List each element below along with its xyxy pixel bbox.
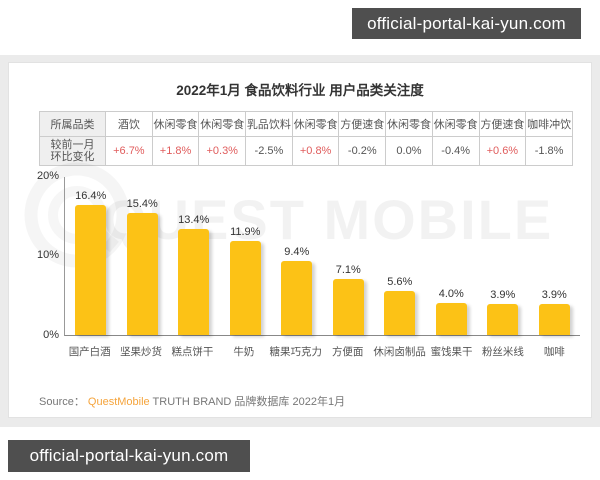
category-table-wrapper: 所属品类 酒饮 休闲零食 休闲零食 乳品饮料 休闲零食 方便速食 休闲零食 休闲零食 方便速食咖… (39, 111, 573, 166)
bar-group: 5.6% (374, 177, 426, 335)
x-axis-label: 方便面 (331, 346, 364, 358)
bar-group: 3.9% (529, 177, 581, 335)
report-card: 2022年1月 食品饮料行业 用户品类关注度 QUEST MOBILE 所属品类… (8, 62, 592, 418)
change-cell: -1.8% (525, 136, 573, 166)
change-cell: -2.5% (245, 136, 293, 166)
x-axis-label: 坚果炒货 (120, 346, 163, 358)
page-title: 2022年1月 食品饮料行业 用户品类关注度 (176, 83, 424, 98)
bar-group: 15.4% (117, 177, 169, 335)
bar-value-label: 3.9% (541, 289, 567, 302)
bar-value-label: 11.9% (230, 226, 261, 238)
category-cell: 乳品饮料 (245, 111, 293, 137)
bottom-domain-text: official-portal-kai-yun.com (29, 446, 229, 465)
bottom-domain-watermark: official-portal-kai-yun.com (8, 440, 250, 472)
bar-group: 16.4% (65, 177, 117, 335)
source-suffix: TRUTH BRAND 品牌数据库 2022年1月 (152, 396, 346, 408)
bar-value-label: 15.4% (126, 198, 158, 211)
bar (487, 304, 519, 335)
x-axis-label: 国产白酒 (68, 346, 111, 358)
bar-group: 13.4% (168, 177, 220, 335)
change-cell: +0.3% (198, 136, 247, 166)
table-row-change: 较前一月 环比变化 +6.7% +1.8% +0.3% -2.5% +0.8% -0.2%… (39, 136, 573, 166)
bar (229, 241, 261, 335)
category-cell: 休闲零食 (291, 111, 340, 137)
row-header-category: 所属品类 (39, 111, 106, 137)
change-cell: +0.8% (291, 136, 340, 166)
change-cell: +0.6% (478, 136, 527, 166)
change-cell: +1.8% (151, 136, 200, 166)
category-cell: 休闲零食 (431, 111, 480, 137)
bar-group: 3.9% (477, 177, 529, 335)
x-axis-label: 糕点饼干 (171, 346, 214, 358)
bar-value-label: 4.0% (438, 288, 464, 301)
x-axis-label: 牛奶 (233, 346, 255, 358)
change-cell: +6.7% (105, 136, 153, 166)
bar-group: 9.4% (271, 177, 323, 335)
row-header-change-line2: 环比变化 (50, 151, 95, 163)
category-table: 所属品类 酒饮 休闲零食 休闲零食 乳品饮料 休闲零食 方便速食 休闲零食 休闲零食 方便速食咖… (39, 111, 573, 166)
change-cell: 0.0% (385, 136, 433, 166)
row-header-change: 较前一月 环比变化 (39, 136, 106, 166)
bar (75, 205, 107, 335)
source-prefix: Source： (39, 396, 85, 408)
bar-value-label: 3.9% (490, 289, 516, 302)
category-cell: 方便速食 (338, 111, 387, 137)
bar-value-label: 5.6% (387, 275, 413, 288)
x-axis-label: 蜜饯果干 (430, 346, 473, 358)
x-axis-label: 咖啡 (543, 346, 565, 358)
category-cell: 酒饮 (105, 111, 153, 137)
bar-group: 4.0% (426, 177, 478, 335)
table-row-category: 所属品类 酒饮 休闲零食 休闲零食 乳品饮料 休闲零食 方便速食 休闲零食 休闲零食 方便速食咖… (39, 111, 573, 137)
category-cell: 方便速食 (478, 111, 527, 137)
bar-group: 11.9% (220, 177, 272, 335)
category-cell: 咖啡冲饮 (525, 111, 573, 137)
x-axis-label: 粉丝米线 (481, 346, 524, 358)
x-axis-labels: 国产白酒 坚果炒货 糕点饼干 牛奶 糖果巧克力 方便面 休闲卤制品 蜜饯果干 粉丝米线 咖啡 (64, 344, 580, 359)
ytick-20: 20% (36, 170, 59, 182)
bar (281, 260, 313, 335)
bar (435, 303, 467, 335)
bar (538, 304, 570, 335)
bar (384, 290, 416, 335)
bar-group: 7.1% (323, 177, 375, 335)
category-cell: 休闲零食 (151, 111, 200, 137)
source-line: Source： QuestMobile TRUTH BRAND 品牌数据库 20… (39, 393, 345, 409)
x-axis-label: 糖果巧克力 (269, 346, 323, 358)
bar (178, 229, 210, 335)
change-cell: -0.2% (338, 136, 387, 166)
category-cell: 休闲零食 (198, 111, 247, 137)
top-domain-text: official-portal-kai-yun.com (367, 13, 566, 33)
ytick-0: 0% (43, 329, 59, 341)
bar-value-label: 9.4% (284, 245, 310, 258)
bar-value-label: 13.4% (178, 214, 210, 227)
x-axis-label: 休闲卤制品 (373, 346, 426, 358)
questmobile-text-watermark: QUEST MOBILE (103, 188, 554, 251)
bar-value-label: 16.4% (75, 190, 107, 203)
ytick-10: 10% (36, 249, 59, 261)
change-cell: -0.4% (431, 136, 480, 166)
category-cell: 休闲零食 (385, 111, 433, 137)
bar (332, 278, 364, 335)
top-domain-watermark: official-portal-kai-yun.com (352, 8, 581, 39)
bar-value-label: 7.1% (335, 263, 361, 276)
plot-area: 16.4% 15.4% 13.4% 11.9% 9.4% 7.1% 5.6% 4.0% 3.9%… (64, 177, 580, 336)
bar (126, 213, 158, 335)
source-brand: QuestMobile (87, 396, 150, 408)
row-header-change-line1: 较前一月 (50, 139, 95, 151)
